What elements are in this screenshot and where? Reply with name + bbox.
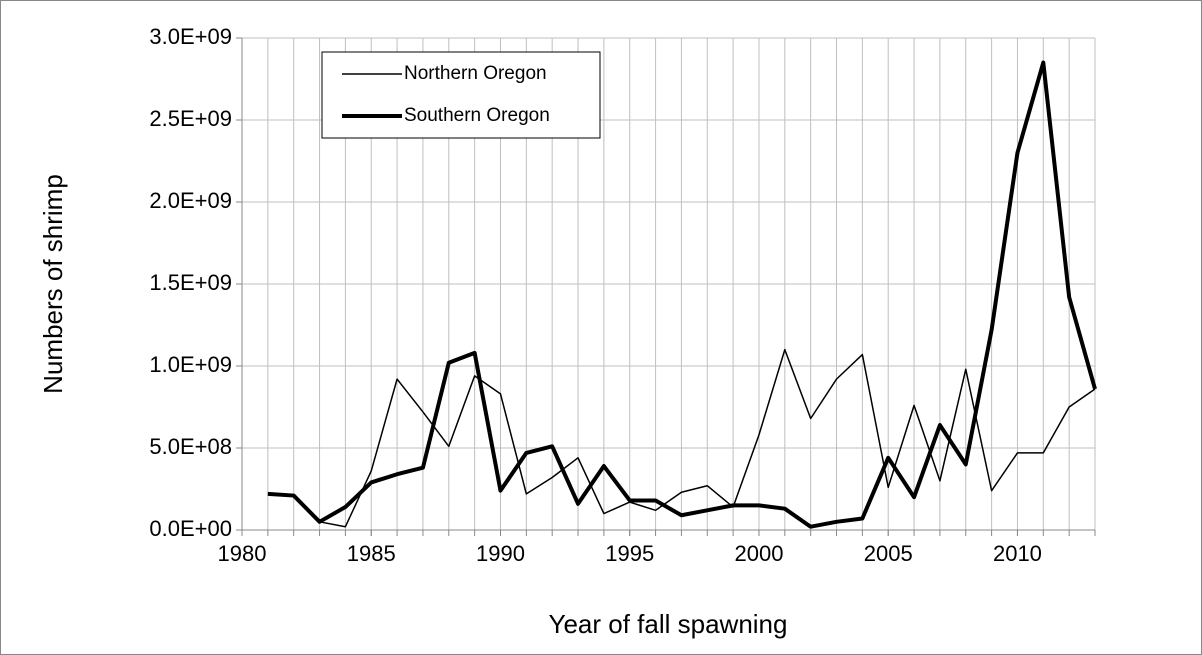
legend-label: Northern Oregon [404, 63, 547, 84]
legend-label: Southern Oregon [404, 105, 550, 126]
y-tick-label: 1.5E+09 [149, 270, 232, 295]
x-tick-label: 2010 [993, 541, 1042, 566]
y-tick-label: 5.0E+08 [149, 434, 232, 459]
x-axis-title: Year of fall spawning [549, 609, 788, 639]
y-tick-label: 3.0E+09 [149, 24, 232, 49]
y-axis-title: Numbers of shrimp [38, 174, 68, 394]
legend-box [321, 51, 601, 139]
x-tick-label: 2000 [734, 541, 783, 566]
y-tick-label: 2.0E+09 [149, 188, 232, 213]
y-tick-label: 0.0E+00 [149, 516, 232, 541]
x-tick-label: 1990 [476, 541, 525, 566]
y-tick-label: 1.0E+09 [149, 352, 232, 377]
y-tick-label: 2.5E+09 [149, 106, 232, 131]
x-tick-label: 1995 [605, 541, 654, 566]
x-tick-label: 2005 [864, 541, 913, 566]
series-line [267, 348, 1096, 528]
x-tick-label: 1985 [347, 541, 396, 566]
x-tick-label: 1980 [218, 541, 267, 566]
series-line [267, 60, 1097, 529]
